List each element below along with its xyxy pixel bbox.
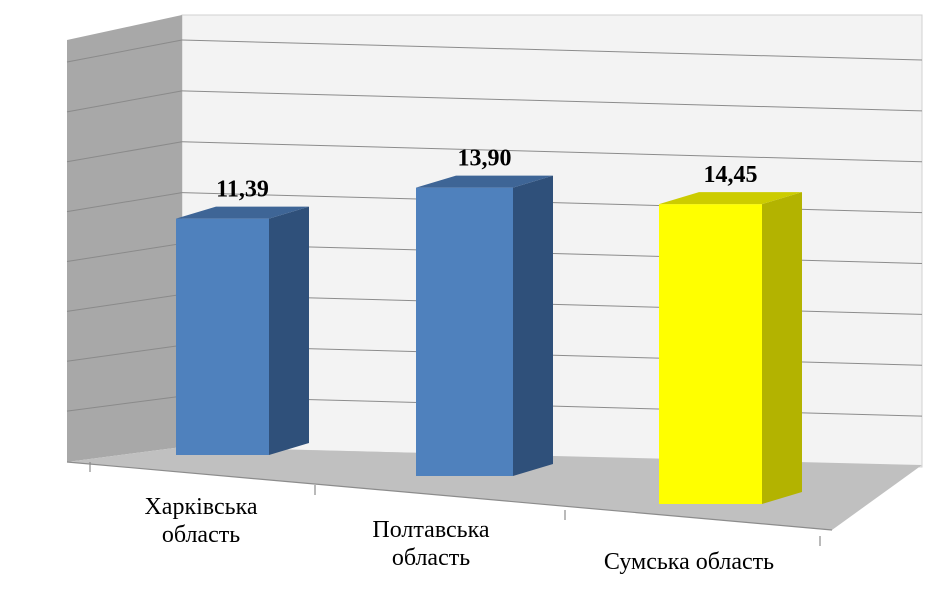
bar-top-face xyxy=(416,175,553,188)
category-label: Харківська xyxy=(144,494,257,520)
gridline xyxy=(181,90,923,112)
x-axis-line xyxy=(66,461,833,531)
bar-front-face xyxy=(659,204,762,504)
bar-side-face xyxy=(513,175,553,476)
category-label: Полтавська xyxy=(372,517,490,543)
bar-2 xyxy=(416,175,553,476)
side-gridline xyxy=(66,243,183,262)
bars xyxy=(176,175,802,504)
bar-front-face xyxy=(416,187,513,476)
side-gridline xyxy=(66,141,183,163)
data-label: 14,45 xyxy=(704,162,758,188)
bar-front-face xyxy=(176,218,269,455)
axis-lines xyxy=(66,461,833,546)
bar-top-face xyxy=(176,206,309,219)
category-label: Сумська область xyxy=(604,549,774,575)
side-gridline xyxy=(66,293,183,312)
category-label: область xyxy=(392,545,470,571)
gridline xyxy=(181,141,923,163)
data-label: 13,90 xyxy=(458,146,512,172)
side-gridline xyxy=(66,39,183,63)
side-gridline xyxy=(66,192,183,213)
bar-1 xyxy=(176,206,309,455)
category-label: область xyxy=(162,522,240,548)
data-label: 11,39 xyxy=(216,177,269,203)
bar-3 xyxy=(659,192,802,504)
bar-side-face xyxy=(269,206,309,455)
gridline xyxy=(181,39,923,61)
side-gridline xyxy=(66,395,183,412)
side-gridline xyxy=(66,90,183,113)
bar-top-face xyxy=(659,192,802,205)
data-labels: 11,39 13,90 14,45 xyxy=(216,146,757,203)
bar-side-face xyxy=(762,192,802,504)
side-wall xyxy=(67,15,182,462)
side-gridline xyxy=(66,344,183,362)
